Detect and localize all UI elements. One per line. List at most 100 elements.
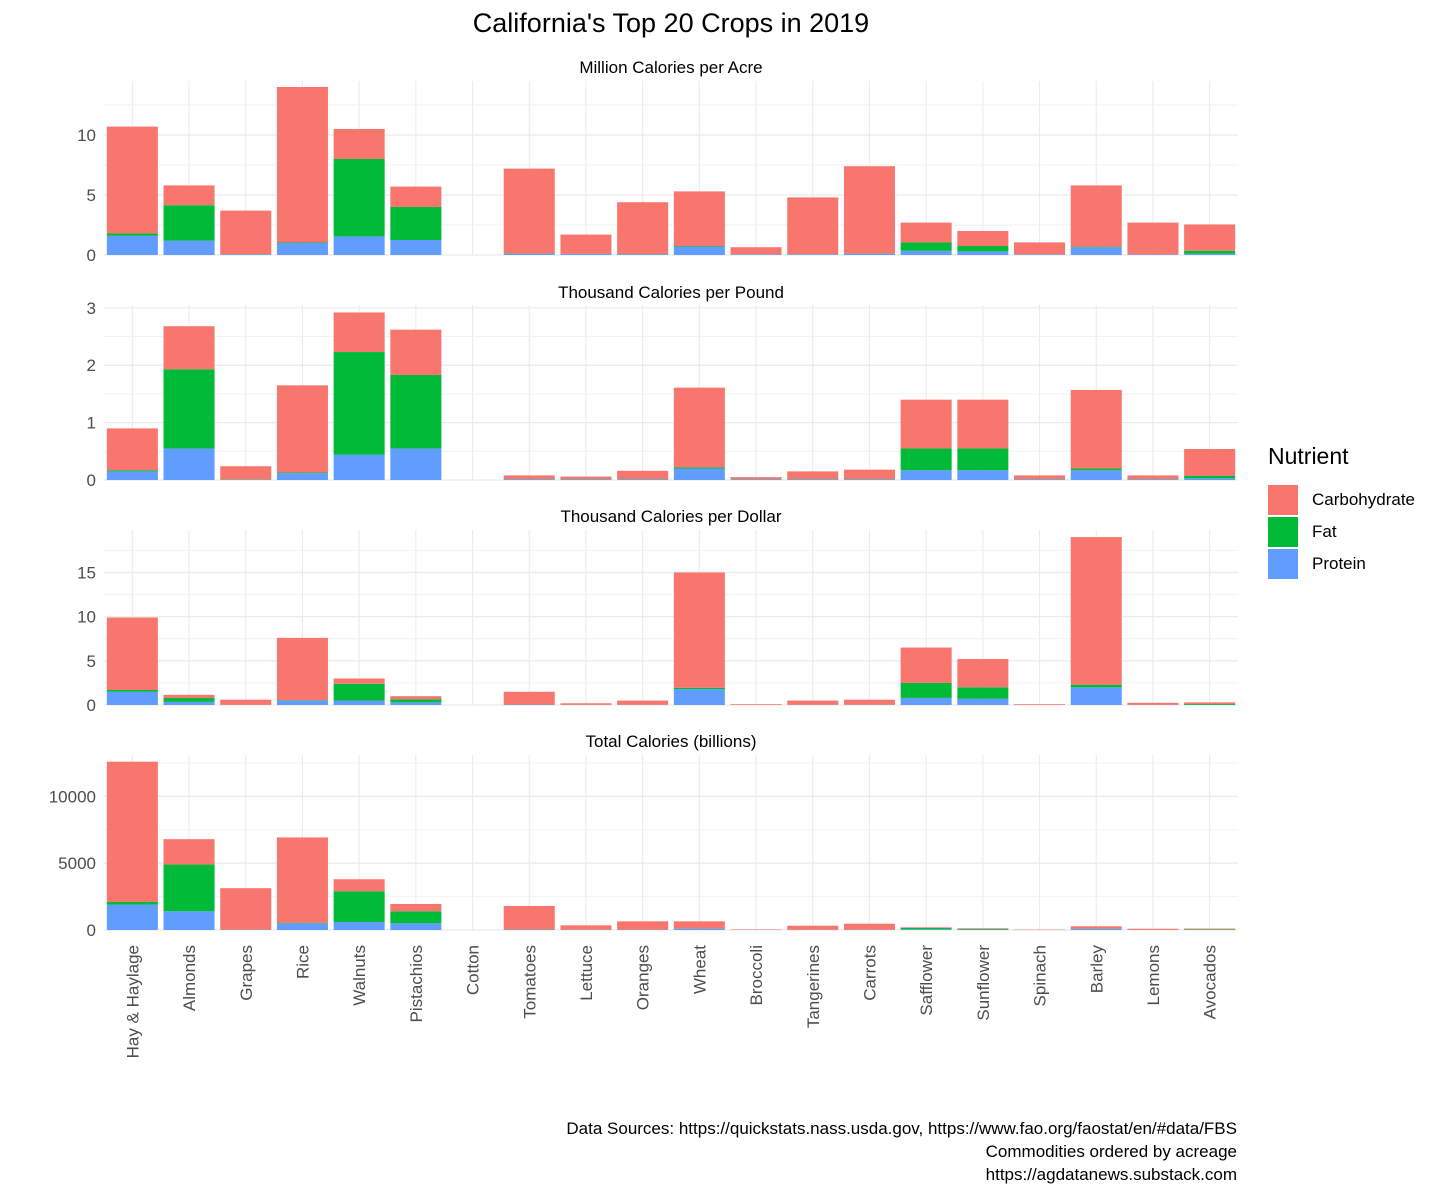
bar-wheat-protein: [673, 689, 725, 705]
bar-safflower-fat: [900, 927, 952, 930]
bar-lemons-carbohydrate: [1127, 702, 1179, 705]
bar-safflower-protein: [900, 929, 952, 930]
bar-carrots-carbohydrate: [843, 699, 895, 705]
x-tick-label-tangerines: Tangerines: [804, 945, 823, 1028]
bar-walnuts-protein: [333, 921, 385, 930]
bar-hay-and-haylage-carbohydrate: [106, 617, 158, 690]
bar-hay-and-haylage-carbohydrate: [106, 761, 158, 902]
x-tick-label-walnuts: Walnuts: [350, 945, 369, 1006]
bar-rice-fat: [276, 242, 328, 243]
bar-oranges-carbohydrate: [617, 700, 669, 705]
bar-barley-protein: [1070, 928, 1122, 930]
legend-item-carbohydrate: Carbohydrate: [1268, 484, 1415, 516]
bar-safflower-fat: [900, 682, 952, 698]
bar-lemons-protein: [1127, 479, 1179, 480]
bar-sunflower-fat: [957, 246, 1009, 252]
bar-hay-and-haylage-fat: [106, 470, 158, 472]
panel-1: Million Calories per Acre 0 5 10: [77, 58, 1238, 265]
bar-safflower-protein: [900, 250, 952, 255]
bar-almonds-carbohydrate: [163, 326, 215, 370]
bar-sunflower-carbohydrate: [957, 659, 1009, 688]
y-tick-label: 10: [77, 126, 96, 145]
bar-oranges-carbohydrate: [617, 921, 669, 930]
bar-oranges-carbohydrate: [617, 202, 669, 255]
bar-sunflower-protein: [957, 698, 1009, 705]
bar-avocados-fat: [1184, 475, 1236, 479]
bar-rice-protein: [276, 923, 328, 930]
bar-rice-carbohydrate: [276, 87, 328, 243]
bar-sunflower-fat: [957, 687, 1009, 699]
bar-almonds-carbohydrate: [163, 185, 215, 206]
bar-pistachios-carbohydrate: [390, 903, 442, 912]
bar-tomatoes-carbohydrate: [503, 905, 555, 930]
y-tick-label: 10: [77, 608, 96, 627]
panel-title: Thousand Calories per Pound: [558, 283, 784, 302]
bar-tangerines-protein: [787, 479, 839, 480]
bar-avocados-protein: [1184, 478, 1236, 480]
legend-item-fat: Fat: [1268, 516, 1415, 548]
bar-walnuts-protein: [333, 700, 385, 705]
bar-safflower-carbohydrate: [900, 927, 952, 928]
bar-hay-and-haylage-fat: [106, 689, 158, 692]
x-tick-label-hay-and-haylage: Hay & Haylage: [123, 945, 142, 1058]
bar-avocados-fat: [1184, 704, 1236, 705]
x-tick-label-carrots: Carrots: [860, 945, 879, 1001]
bar-spinach-carbohydrate: [1014, 704, 1066, 705]
bar-walnuts-carbohydrate: [333, 678, 385, 684]
bar-avocados-carbohydrate: [1184, 702, 1236, 705]
bar-pistachios-carbohydrate: [390, 186, 442, 207]
bar-almonds-protein: [163, 911, 215, 930]
bar-pistachios-fat: [390, 207, 442, 240]
bar-barley-fat: [1070, 684, 1122, 688]
bar-pistachios-protein: [390, 240, 442, 255]
bar-carrots-carbohydrate: [843, 469, 895, 480]
bar-safflower-protein: [900, 697, 952, 705]
bar-walnuts-protein: [333, 236, 385, 255]
y-tick-label: 2: [87, 356, 96, 375]
bar-carrots-protein: [843, 479, 895, 480]
bar-rice-fat: [276, 472, 328, 474]
bar-wheat-fat: [673, 246, 725, 247]
bar-sunflower-carbohydrate: [957, 928, 1009, 929]
bar-wheat-carbohydrate: [673, 387, 725, 468]
bar-walnuts-fat: [333, 891, 385, 922]
bar-barley-carbohydrate: [1070, 926, 1122, 929]
bar-hay-and-haylage-fat: [106, 901, 158, 905]
bar-broccoli-carbohydrate: [730, 929, 782, 930]
bar-safflower-carbohydrate: [900, 399, 952, 449]
x-tick-label-rice: Rice: [293, 945, 312, 979]
legend-swatch-carbohydrate: [1268, 485, 1298, 515]
bar-walnuts-fat: [333, 683, 385, 701]
bar-almonds-fat: [163, 369, 215, 449]
bar-walnuts-carbohydrate: [333, 879, 385, 892]
bar-hay-and-haylage-carbohydrate: [106, 126, 158, 234]
bar-avocados-carbohydrate: [1184, 224, 1236, 251]
bar-hay-and-haylage-protein: [106, 235, 158, 255]
bar-rice-carbohydrate: [276, 385, 328, 473]
bar-walnuts-carbohydrate: [333, 129, 385, 159]
legend: Nutrient Carbohydrate Fat Protein: [1268, 443, 1415, 580]
bar-almonds-carbohydrate: [163, 839, 215, 865]
bar-avocados-carbohydrate: [1184, 449, 1236, 476]
bar-barley-carbohydrate: [1070, 185, 1122, 247]
bar-sunflower-carbohydrate: [957, 231, 1009, 246]
bar-tangerines-carbohydrate: [787, 925, 839, 930]
x-tick-label-avocados: Avocados: [1201, 945, 1220, 1019]
bar-hay-and-haylage-protein: [106, 691, 158, 705]
bar-safflower-carbohydrate: [900, 647, 952, 683]
bar-barley-carbohydrate: [1070, 537, 1122, 685]
bar-wheat-carbohydrate: [673, 921, 725, 929]
bar-pistachios-carbohydrate: [390, 696, 442, 700]
bar-safflower-fat: [900, 448, 952, 471]
legend-title: Nutrient: [1268, 443, 1349, 469]
bar-oranges-protein: [617, 254, 669, 255]
bar-hay-and-haylage-protein: [106, 904, 158, 930]
bar-sunflower-protein: [957, 251, 1009, 255]
bar-carrots-protein: [843, 253, 895, 255]
x-tick-label-wheat: Wheat: [690, 945, 709, 994]
bar-broccoli-carbohydrate: [730, 477, 782, 480]
bar-avocados-fat: [1184, 250, 1236, 254]
bar-walnuts-carbohydrate: [333, 312, 385, 353]
bar-wheat-fat: [673, 687, 725, 690]
bar-almonds-fat: [163, 864, 215, 912]
